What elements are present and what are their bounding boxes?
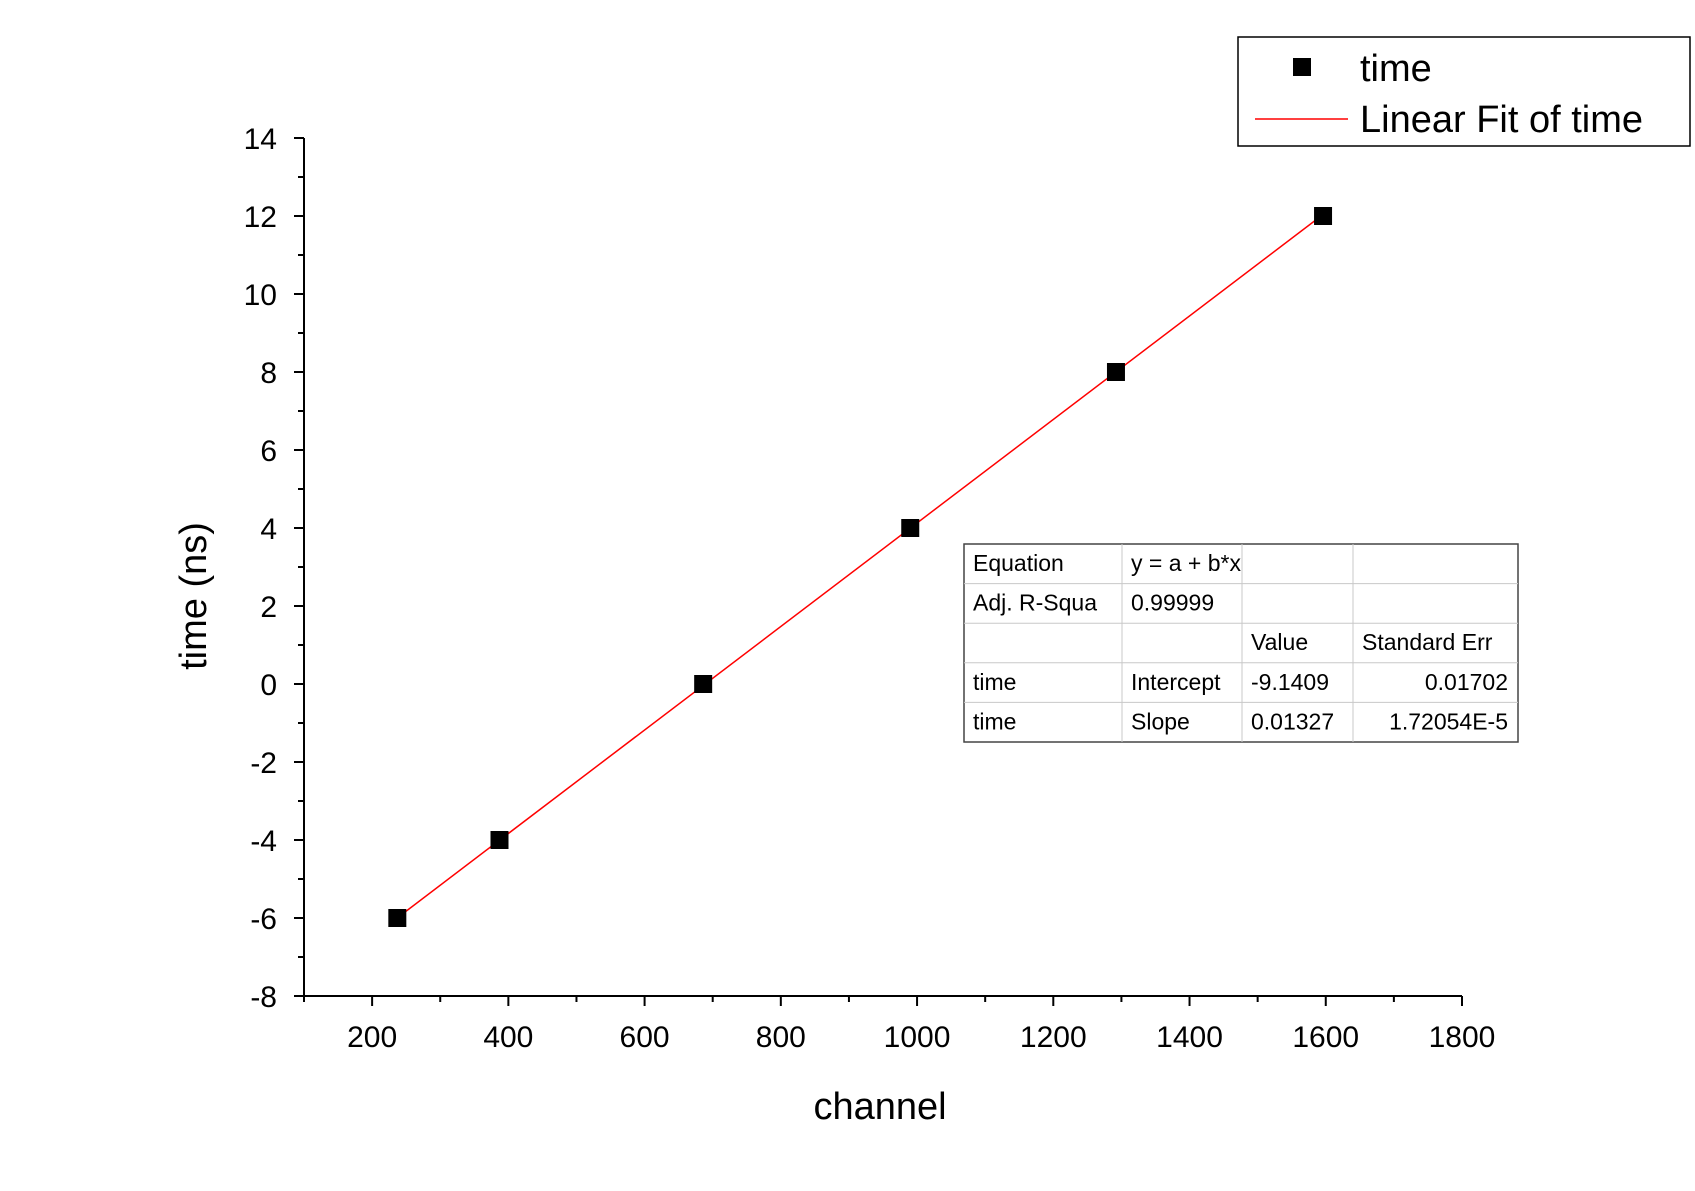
fit-results-table: Equation y = a + b*x Adj. R-Squa 0.99999 Val… — [963, 543, 1519, 743]
x-tick-label: 1200 — [1020, 1021, 1087, 1054]
x-tick-label: 400 — [483, 1021, 533, 1054]
data-point — [901, 519, 920, 537]
data-point — [1314, 207, 1333, 225]
fit-line — [396, 213, 1324, 919]
y-tick-label: -2 — [250, 747, 277, 780]
fit-table-cell: Equation — [973, 550, 1064, 576]
fit-table-frame — [963, 543, 1519, 743]
legend-marker-square — [1293, 58, 1311, 76]
fit-table-cell: Slope — [1131, 708, 1190, 734]
y-tick-label: 4 — [260, 513, 277, 546]
x-axis-title: channel — [813, 1086, 946, 1128]
y-tick-label: 12 — [244, 201, 277, 234]
fit-line-layer — [396, 213, 1324, 919]
x-tick-label: 1600 — [1292, 1021, 1359, 1054]
x-tick-label: 1800 — [1429, 1021, 1496, 1054]
y-tick-label: -4 — [250, 825, 277, 858]
data-point — [694, 675, 713, 693]
x-tick-label: 1400 — [1156, 1021, 1223, 1054]
y-tick-label: -8 — [250, 981, 277, 1014]
legend-label-time: time — [1360, 48, 1432, 90]
fit-table-cell: 0.01327 — [1251, 708, 1334, 734]
y-tick-label: -6 — [250, 903, 277, 936]
x-tick-label: 200 — [347, 1021, 397, 1054]
points-layer — [388, 207, 1333, 927]
y-tick-label: 2 — [260, 591, 277, 624]
data-point — [490, 831, 509, 849]
data-point — [1106, 363, 1125, 381]
fit-table-cell: 0.99999 — [1131, 590, 1214, 616]
y-tick-label: 6 — [260, 435, 277, 468]
y-tick-label: 10 — [244, 279, 277, 312]
axes: 200 400 600 800 1000 1200 1400 1600 1800 -8 -6 -4 -2… — [244, 123, 1496, 1054]
legend-box — [1237, 36, 1691, 147]
legend-label-linear-fit: Linear Fit of time — [1360, 99, 1643, 141]
fit-table-cell: -9.1409 — [1251, 669, 1329, 695]
fit-table-cell: time — [973, 669, 1016, 695]
fit-table-cell: y = a + b*x — [1131, 550, 1241, 576]
legend: time Linear Fit of time — [1237, 36, 1691, 147]
y-tick-label: 8 — [260, 357, 277, 390]
fit-table-cell: time — [973, 708, 1016, 734]
x-tick-label: 1000 — [884, 1021, 951, 1054]
fit-table-cell: Adj. R-Squa — [973, 590, 1097, 616]
data-point — [388, 909, 407, 927]
fit-table-cell: 0.01702 — [1425, 669, 1508, 695]
fit-table-cell: Standard Err — [1362, 629, 1493, 655]
fit-table-cell: 1.72054E-5 — [1389, 708, 1508, 734]
x-tick-label: 800 — [756, 1021, 806, 1054]
y-tick-label: 0 — [260, 669, 277, 702]
fit-table-cell: Value — [1251, 629, 1308, 655]
x-tick-label: 600 — [620, 1021, 670, 1054]
y-axis-title: time (ns) — [173, 522, 215, 670]
fit-table-cell: Intercept — [1131, 669, 1221, 695]
y-tick-label: 14 — [244, 123, 277, 156]
